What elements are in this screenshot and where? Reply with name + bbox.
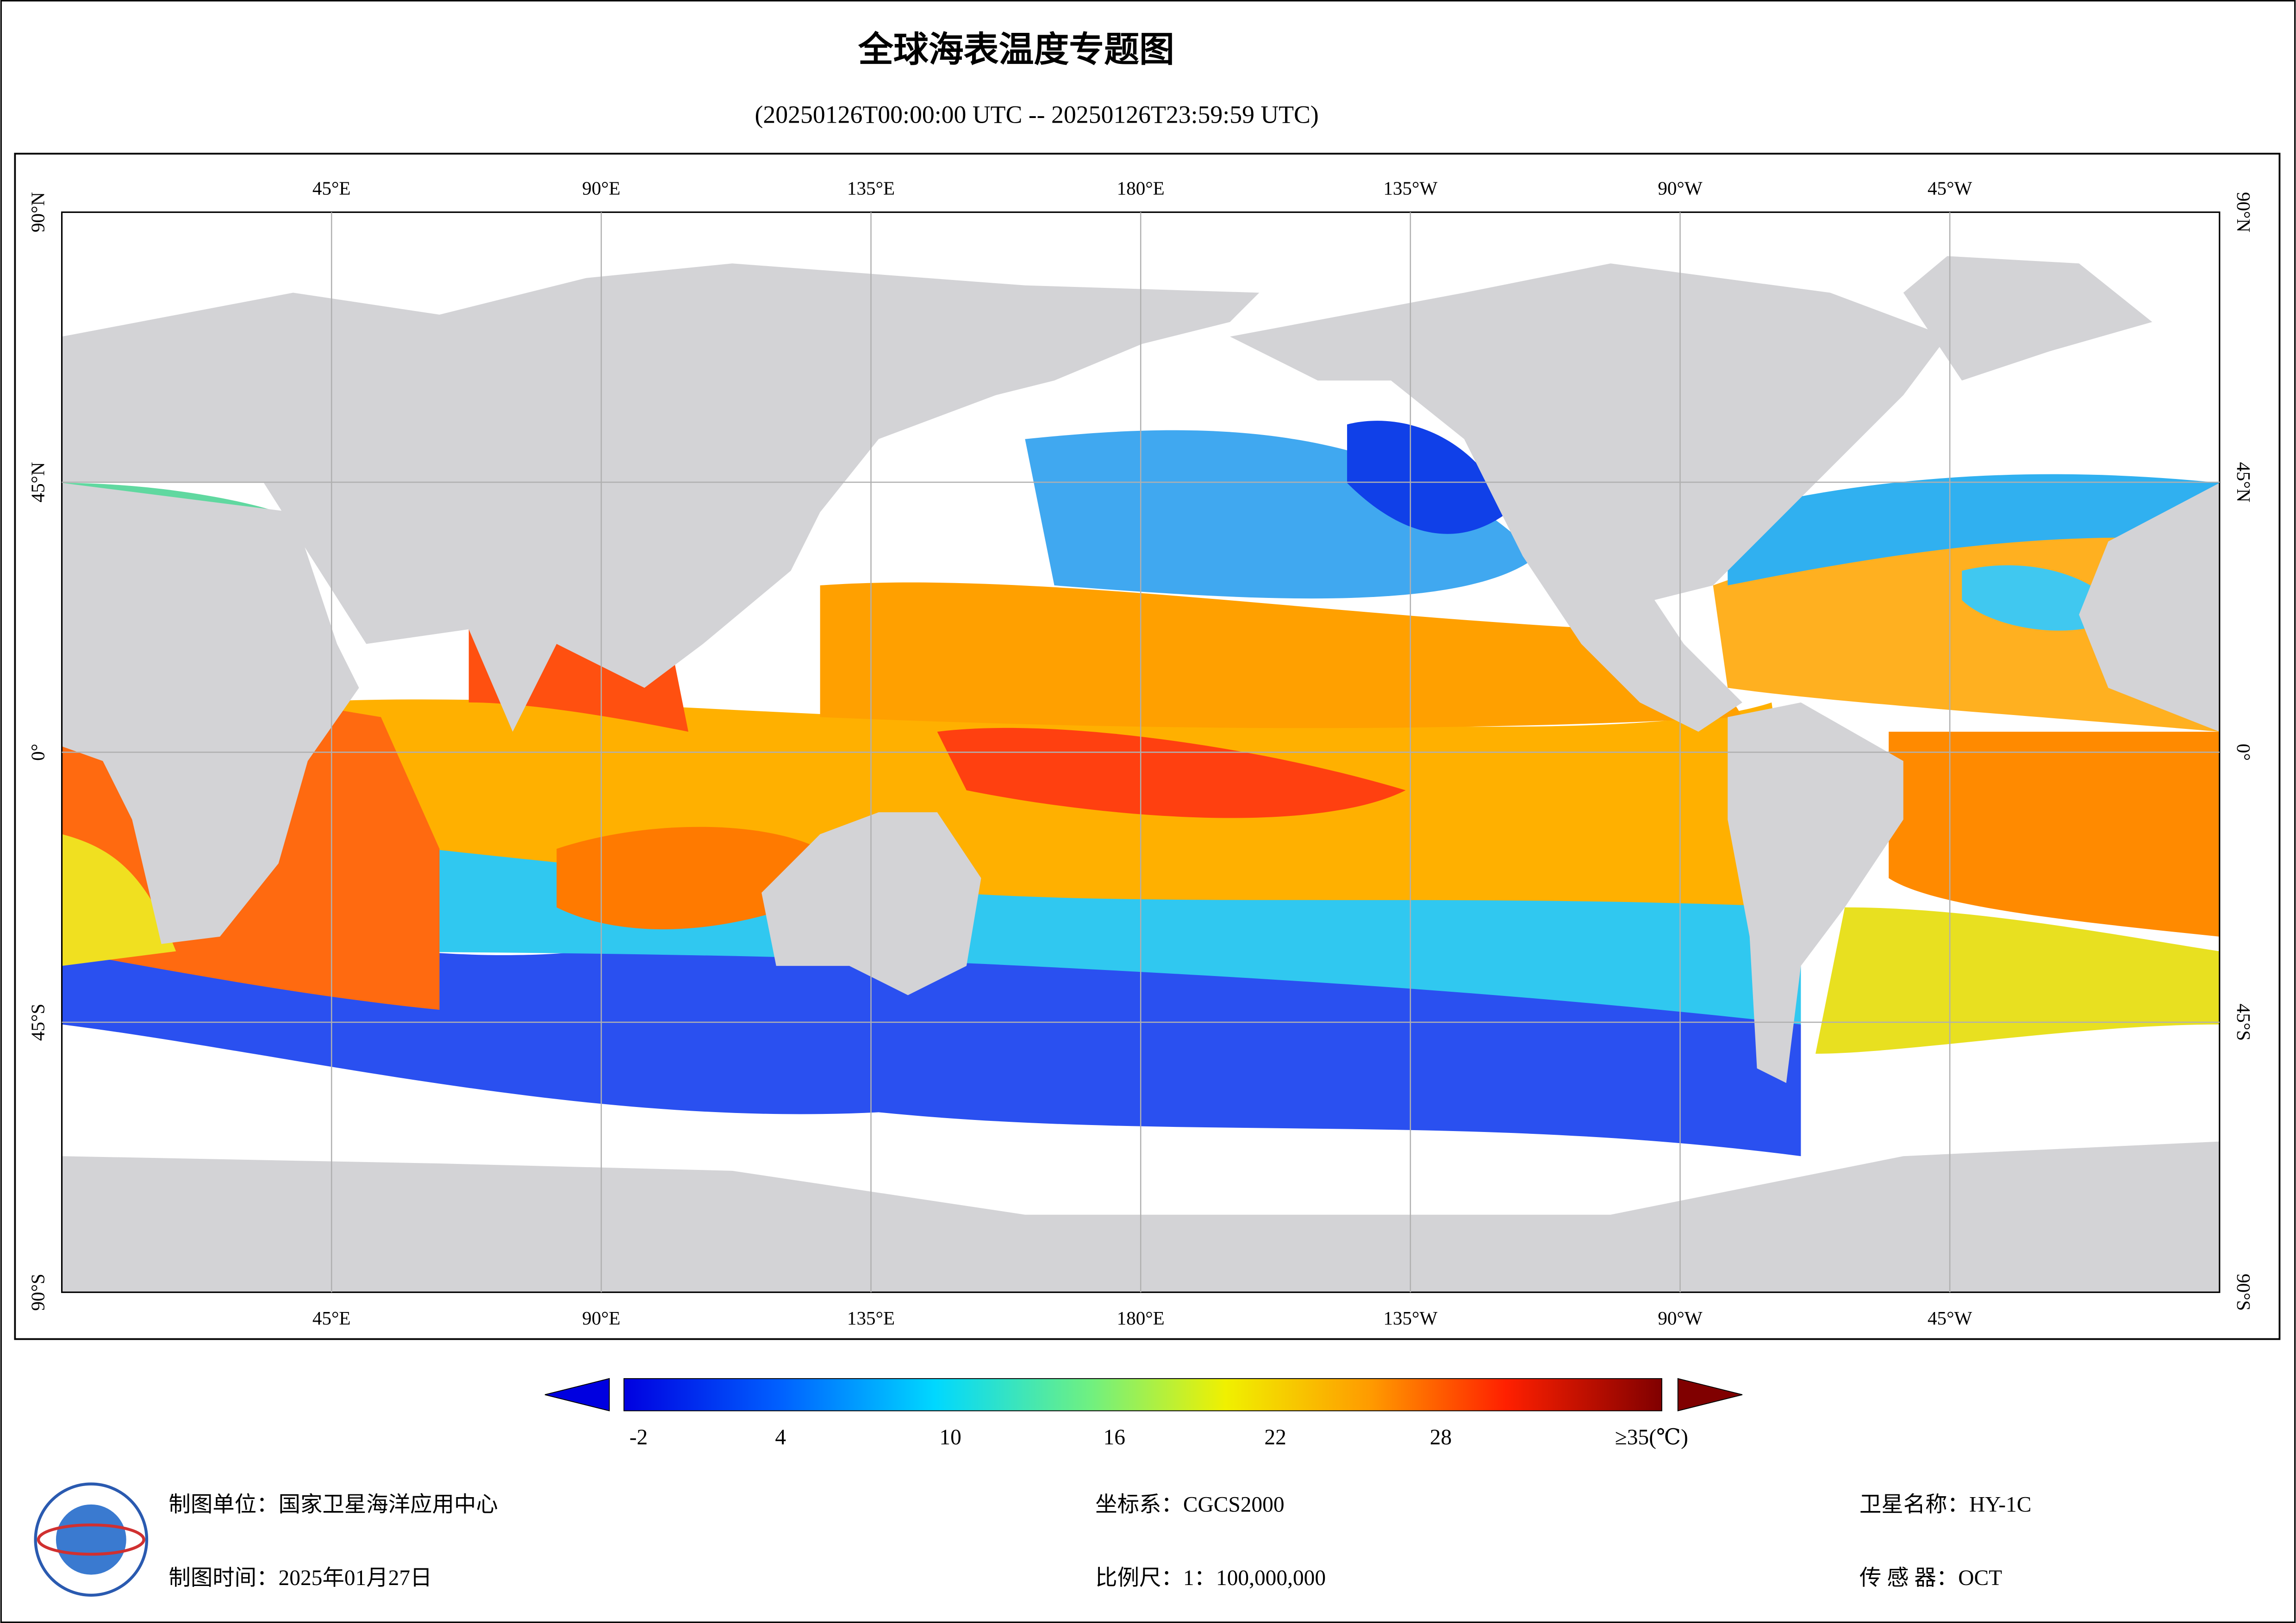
lat-label-right: 90°N [2233, 192, 2254, 232]
lat-label-right: 90°S [2233, 1274, 2254, 1311]
footer-crs: 坐标系：CGCS2000 [1095, 1493, 1284, 1517]
colorbar-tick-label: 16 [1104, 1425, 1125, 1449]
colorbar-high-arrow [1677, 1378, 1743, 1412]
lon-label-top: 45°W [1928, 178, 1972, 199]
south-america [1728, 702, 1903, 1083]
colorbar-tick-label: 10 [939, 1425, 961, 1449]
lon-label-top: 135°W [1383, 178, 1437, 199]
colorbar [623, 1378, 1662, 1412]
footer-time: 制图时间：2025年01月27日 [168, 1566, 432, 1590]
lon-label-bottom: 90°W [1658, 1307, 1703, 1329]
greenland [1903, 256, 2152, 381]
lat-label-left: 90°N [27, 192, 49, 232]
footer-scale: 比例尺：1：100,000,000 [1095, 1566, 1326, 1590]
map-frame [14, 153, 2281, 1340]
graticule: 45°E 45°E 90°E 90°E 135°E 135°E 180°E 180°E 135°… [27, 178, 2254, 1329]
lat-label-left: 90°S [27, 1274, 49, 1311]
logo-orbit [37, 1523, 145, 1556]
lon-label-top: 90°W [1658, 178, 1703, 199]
footer-sensor: 传 感 器：OCT [1859, 1566, 2002, 1590]
lon-label-bottom: 45°E [312, 1307, 351, 1329]
logo-globe [56, 1504, 126, 1575]
colorbar-tick-label: 22 [1264, 1425, 1286, 1449]
title: 全球海表温度专题图 [858, 29, 1174, 70]
africa-east [62, 483, 359, 944]
lon-label-top: 180°E [1117, 178, 1165, 199]
footer-unit: 制图单位：国家卫星海洋应用中心 [168, 1493, 498, 1517]
lon-label-top: 135°E [847, 178, 895, 199]
lon-label-bottom: 135°E [847, 1307, 895, 1329]
north-america [1230, 263, 1947, 732]
africa-west [2079, 483, 2220, 732]
lon-label-top: 45°E [312, 178, 351, 199]
colorbar-tick-label: -2 [630, 1425, 648, 1449]
colorbar-tick-label: 28 [1430, 1425, 1452, 1449]
lat-label-left: 0° [27, 744, 49, 761]
footer-satellite: 卫星名称：HY-1C [1859, 1493, 2031, 1517]
colorbar-tick-label: ≥35(℃) [1615, 1425, 1688, 1449]
colorbar-ticks: -2 4 10 16 22 28 ≥35(℃) [630, 1425, 1688, 1449]
lat-label-right: 45°N [2233, 462, 2254, 502]
logo [34, 1482, 149, 1597]
colorbar-tick-label: 4 [775, 1425, 786, 1449]
lon-label-bottom: 180°E [1117, 1307, 1165, 1329]
lat-label-left: 45°S [27, 1004, 49, 1041]
colorbar-low-arrow [544, 1378, 610, 1412]
lat-label-left: 45°N [27, 462, 49, 502]
eurasia [62, 263, 1260, 732]
lon-label-bottom: 90°E [582, 1307, 621, 1329]
lon-label-bottom: 135°W [1383, 1307, 1437, 1329]
lat-label-right: 0° [2233, 744, 2254, 761]
lat-label-right: 45°S [2233, 1004, 2254, 1041]
subtitle: (20250126T00:00:00 UTC -- 20250126T23:59… [755, 101, 1319, 129]
lon-label-top: 90°E [582, 178, 621, 199]
lon-label-bottom: 45°W [1928, 1307, 1972, 1329]
